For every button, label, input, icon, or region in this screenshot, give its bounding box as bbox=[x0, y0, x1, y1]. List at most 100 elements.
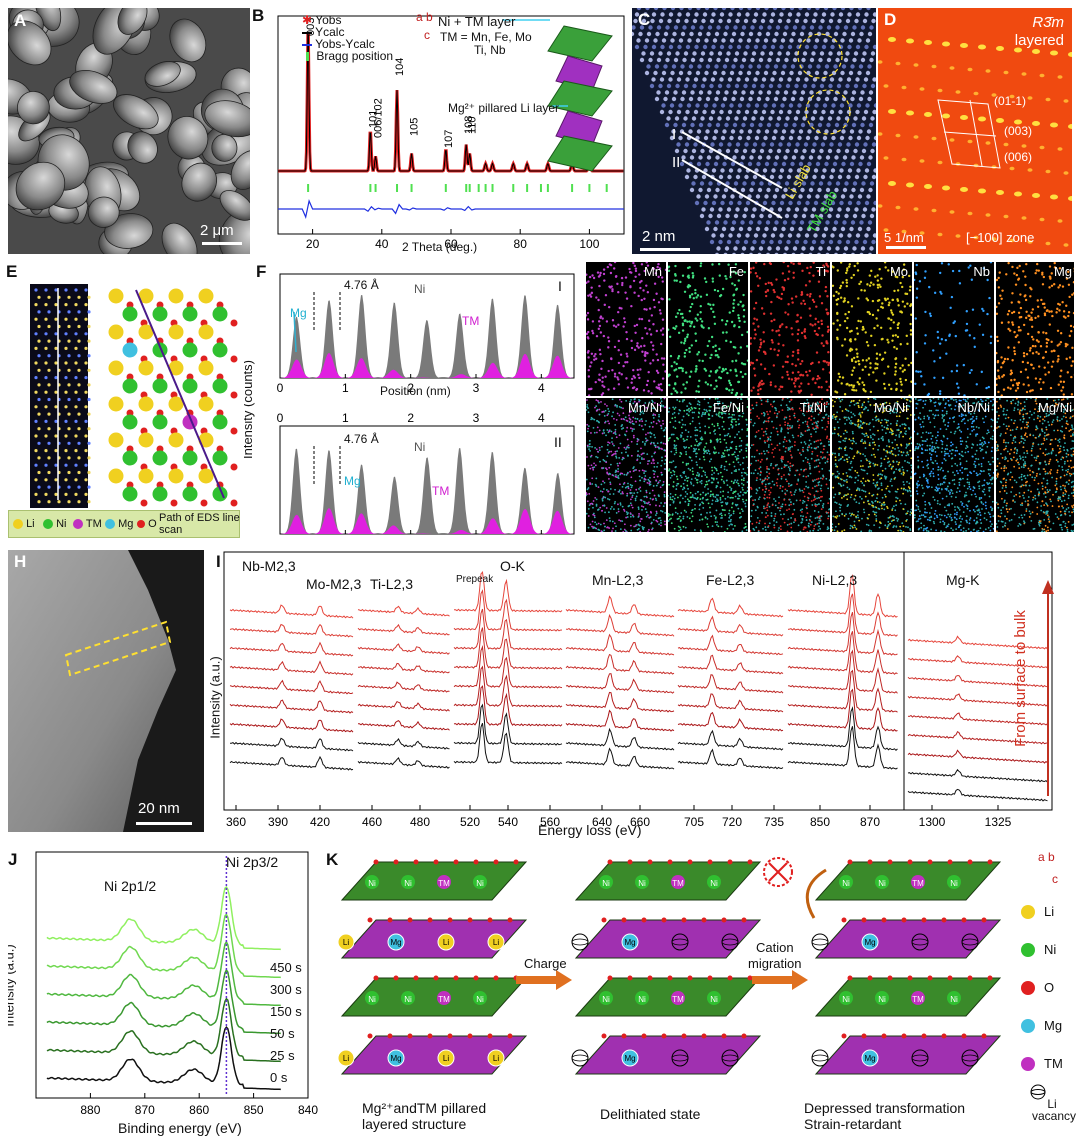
atom-column bbox=[650, 18, 655, 24]
eds-dot bbox=[704, 474, 707, 476]
eds-dot bbox=[674, 389, 677, 393]
atom-column bbox=[778, 174, 783, 180]
atom-column bbox=[849, 226, 854, 232]
atom-column bbox=[718, 174, 724, 180]
eds-dot bbox=[716, 500, 719, 503]
eds-dot bbox=[1011, 359, 1014, 362]
eds-dot bbox=[684, 500, 687, 503]
eds-dot bbox=[601, 380, 604, 383]
eds-dot bbox=[686, 480, 689, 482]
eds-dot bbox=[750, 290, 753, 293]
column bbox=[57, 500, 61, 504]
eds-path-arrow bbox=[135, 289, 225, 499]
eds-dot bbox=[645, 332, 649, 335]
atom-column bbox=[672, 31, 677, 37]
eds-dot bbox=[738, 450, 741, 453]
atom-column bbox=[762, 12, 767, 17]
eds-dot bbox=[731, 426, 734, 429]
eds-dot bbox=[711, 466, 713, 469]
eds-dot bbox=[642, 528, 645, 531]
atom-column bbox=[736, 77, 741, 82]
atom-column bbox=[802, 51, 808, 56]
eds-dot bbox=[883, 372, 886, 375]
eds-dot bbox=[606, 497, 609, 500]
eds-dot bbox=[740, 478, 743, 481]
eds-dot bbox=[754, 435, 757, 438]
eds-dot bbox=[876, 286, 880, 289]
atom-column bbox=[743, 207, 749, 212]
column bbox=[74, 332, 78, 336]
atom-column bbox=[786, 142, 792, 147]
eds-dot bbox=[1041, 273, 1044, 276]
eds-dot bbox=[845, 278, 848, 282]
atom-column bbox=[641, 18, 647, 24]
eds-dot bbox=[767, 446, 770, 448]
eds-dot bbox=[688, 294, 692, 298]
eds-dot bbox=[797, 449, 800, 451]
atom-column bbox=[856, 103, 862, 108]
mg-pointer bbox=[293, 311, 297, 353]
eds-dot bbox=[709, 303, 712, 306]
atom-column bbox=[845, 83, 850, 89]
atom-column bbox=[730, 129, 736, 134]
eds-dot bbox=[875, 317, 878, 320]
eds-dot bbox=[604, 403, 606, 406]
eds-dot bbox=[717, 452, 720, 454]
eds-dot bbox=[604, 496, 607, 499]
eds-dot bbox=[658, 404, 661, 406]
eds-dot bbox=[695, 498, 698, 501]
eds-dot bbox=[763, 420, 766, 423]
column bbox=[77, 427, 81, 431]
atom-column bbox=[704, 38, 709, 43]
atom-column bbox=[646, 64, 651, 69]
eds-dot bbox=[660, 509, 662, 512]
eds-dot bbox=[750, 271, 752, 274]
atom bbox=[212, 306, 228, 322]
eds-dot bbox=[742, 488, 744, 491]
eds-dot bbox=[736, 398, 739, 399]
eds-dot bbox=[826, 512, 828, 514]
atom-column bbox=[736, 109, 741, 115]
eds-dot bbox=[692, 297, 696, 300]
atom-column bbox=[787, 12, 793, 17]
atom-column bbox=[837, 142, 843, 147]
eds-dot bbox=[637, 516, 640, 518]
eds-dot bbox=[710, 307, 713, 310]
eds-dot bbox=[595, 503, 598, 506]
eds-dot bbox=[769, 410, 772, 413]
atom-column bbox=[739, 96, 745, 102]
eds-dot bbox=[624, 276, 628, 279]
eds-dot bbox=[760, 471, 762, 474]
eds-dot bbox=[620, 276, 624, 280]
eds-dot bbox=[796, 332, 800, 336]
atom-column bbox=[858, 129, 863, 134]
column bbox=[37, 310, 41, 314]
eds-dot bbox=[643, 307, 646, 311]
eds-dot bbox=[699, 529, 702, 532]
eds-dot bbox=[894, 370, 897, 373]
eds-dot bbox=[641, 452, 644, 455]
atom bbox=[168, 360, 184, 376]
grain bbox=[161, 222, 198, 254]
eds-dot bbox=[821, 334, 824, 337]
eds-dot bbox=[723, 509, 726, 512]
eds-dot bbox=[1072, 291, 1074, 295]
eds-dot bbox=[1037, 315, 1040, 318]
eds-dot bbox=[806, 425, 809, 428]
atom-column bbox=[752, 18, 757, 24]
eds-map-label: Fe/Ni bbox=[712, 400, 744, 415]
eds-dot bbox=[633, 324, 636, 328]
eds-dot bbox=[620, 428, 623, 430]
eds-dot bbox=[658, 420, 661, 423]
eds-dot bbox=[662, 505, 665, 508]
atom-column bbox=[834, 122, 840, 128]
eds-dot bbox=[663, 493, 666, 496]
eds-dot bbox=[758, 522, 761, 525]
eds-dot bbox=[811, 423, 814, 426]
column bbox=[74, 376, 78, 380]
atom-column bbox=[666, 83, 672, 89]
eds-dot bbox=[734, 263, 738, 266]
eds-dot bbox=[645, 439, 648, 442]
eds-dot bbox=[737, 303, 740, 306]
eds-dot bbox=[626, 386, 630, 389]
